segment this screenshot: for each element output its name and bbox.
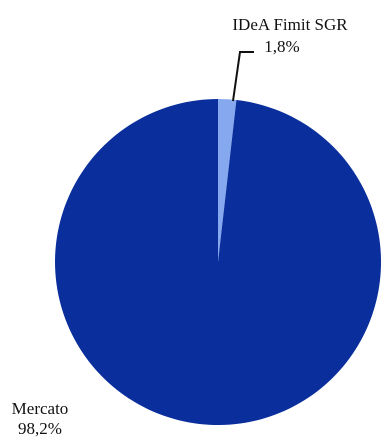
slice-label-idea-fimit-value: 1,8%: [264, 37, 299, 56]
slice-label-mercato-value: 98,2%: [18, 419, 62, 438]
slice-label-mercato-name: Mercato: [12, 399, 69, 418]
pie-slices: [55, 99, 382, 426]
pie-slice-mercato: [55, 99, 382, 426]
pie-slice-idea-fimit-sgr: [218, 99, 237, 262]
slice-label-idea-fimit-name: IDeA Fimit SGR: [232, 15, 348, 34]
leader-line-idea-fimit: [232, 51, 254, 102]
